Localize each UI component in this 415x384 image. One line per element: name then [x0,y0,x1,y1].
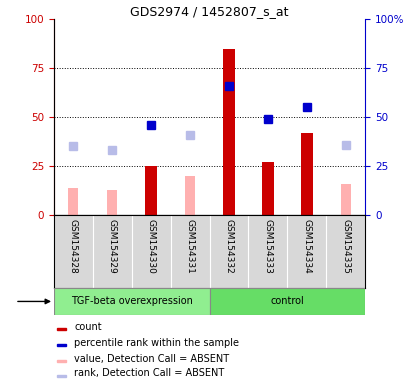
Bar [223,49,235,215]
Text: GSM154334: GSM154334 [303,219,311,273]
Text: GSM154331: GSM154331 [186,219,195,273]
Title: GDS2974 / 1452807_s_at: GDS2974 / 1452807_s_at [130,5,289,18]
Bar [57,375,66,377]
Bar [341,184,351,215]
Bar [145,166,157,215]
Bar [68,188,78,215]
Text: GSM154332: GSM154332 [225,219,234,273]
Text: GSM154328: GSM154328 [69,219,78,273]
Bar [57,328,66,330]
Text: GSM154333: GSM154333 [264,219,272,273]
Text: GSM154330: GSM154330 [147,219,156,273]
Bar [107,190,117,215]
Text: GSM154329: GSM154329 [108,219,117,273]
Text: control: control [271,296,304,306]
Bar [185,176,195,215]
Text: count: count [74,322,102,332]
Bar [301,133,312,215]
Text: percentile rank within the sample: percentile rank within the sample [74,338,239,348]
Text: rank, Detection Call = ABSENT: rank, Detection Call = ABSENT [74,368,225,378]
Text: GSM154335: GSM154335 [341,219,350,273]
Bar [57,344,66,346]
Bar [210,288,365,315]
Text: value, Detection Call = ABSENT: value, Detection Call = ABSENT [74,354,229,364]
Bar [54,288,210,315]
Bar [57,360,66,362]
Text: TGF-beta overexpression: TGF-beta overexpression [71,296,193,306]
Bar [262,162,274,215]
